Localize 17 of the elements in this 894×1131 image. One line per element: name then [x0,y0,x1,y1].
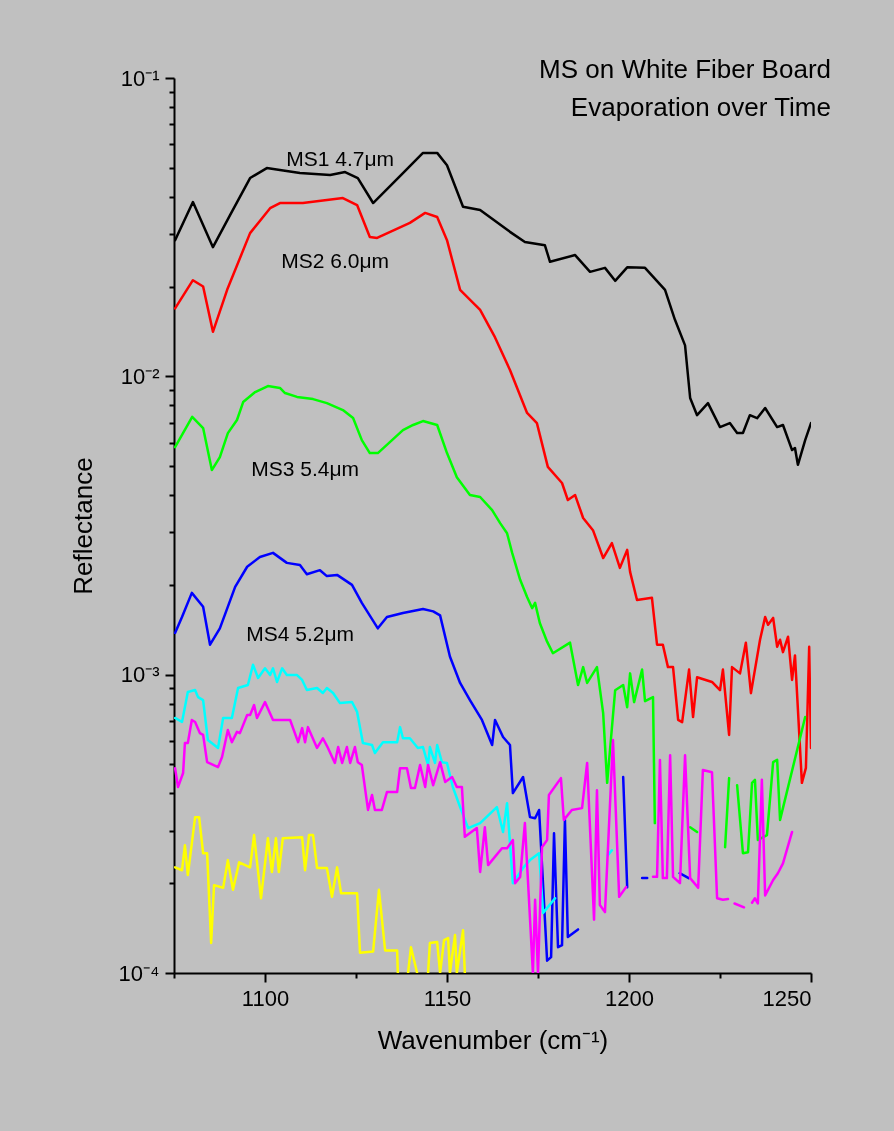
x-tick-label: 1200 [605,985,654,1011]
y-tick-label: 10⁻⁴ [118,960,160,986]
x-tick-label: 1100 [241,985,290,1011]
y-axis-title: Reflectance [67,457,98,595]
y-tick-label: 10⁻¹ [120,65,160,91]
text: Evaporation over Time [570,92,831,122]
y-tick-label: 10⁻² [120,363,160,389]
chart-title: MS on White Fiber Board [539,54,831,84]
line-series [174,196,811,785]
x-tick-label: 1150 [423,985,472,1011]
y-tick-label: 10⁻³ [120,662,160,688]
x-tick-label: 1250 [762,985,812,1011]
x-axis-title: Wavenumber (cm⁻¹) [377,1024,609,1055]
series-label: MS3 5.4μm [251,457,359,481]
series-label: MS2 6.0μm [281,249,389,273]
series-label: MS1 4.7μm [286,147,394,171]
series-label: MS4 5.2μm [246,621,354,645]
